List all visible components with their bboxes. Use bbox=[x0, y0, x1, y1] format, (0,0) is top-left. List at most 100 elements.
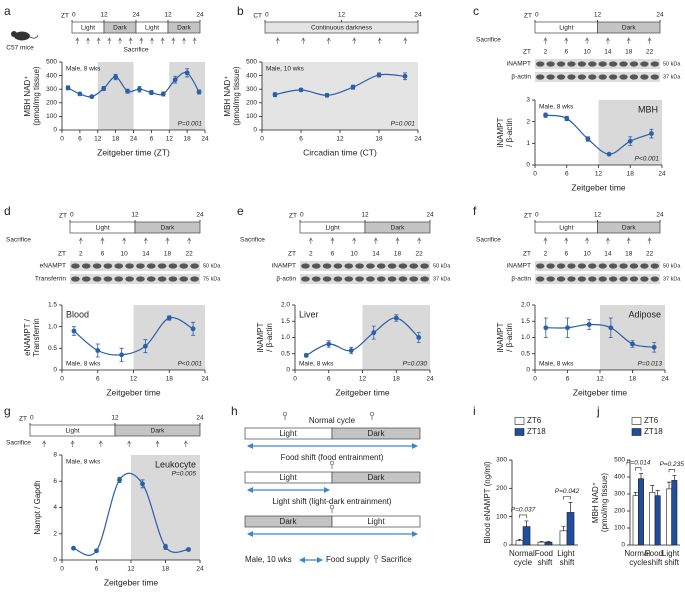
sacrifice-label: Sacrifice bbox=[476, 237, 501, 244]
x-tick-label: 0 bbox=[60, 566, 64, 573]
p-value: P=0.001 bbox=[178, 121, 203, 128]
data-point bbox=[348, 348, 354, 353]
blot-band bbox=[650, 74, 659, 80]
blot-band bbox=[598, 61, 607, 67]
blot-band bbox=[301, 276, 310, 282]
x-tick-label: 12 bbox=[595, 171, 603, 178]
x-tick-label: Normal cycle bbox=[624, 549, 652, 567]
note: Male, 10 wks bbox=[245, 555, 292, 564]
data-point bbox=[143, 343, 148, 349]
data-point bbox=[630, 341, 635, 347]
blot-band bbox=[322, 276, 332, 282]
phase-label: Light bbox=[95, 225, 109, 232]
sacrifice-arrow bbox=[373, 237, 378, 244]
timeline-phase bbox=[134, 221, 201, 234]
blot-band-label: iNAMPT bbox=[507, 263, 531, 270]
y-tick-label: 1.0 bbox=[48, 323, 57, 330]
blot-band bbox=[598, 276, 607, 282]
sacrifice-arrow bbox=[647, 37, 652, 44]
phase-label: Dark bbox=[391, 225, 405, 232]
data-point bbox=[163, 544, 168, 550]
blot-band bbox=[588, 276, 597, 282]
sacrifice-label: Sacrifice bbox=[124, 47, 149, 54]
bar bbox=[671, 480, 678, 546]
data-point bbox=[184, 70, 190, 76]
p-value: P=0.013 bbox=[638, 361, 663, 368]
sacrifice-arrow bbox=[150, 37, 154, 44]
blot-band bbox=[536, 61, 545, 67]
row-title: Normal cycle bbox=[309, 416, 356, 425]
blot-size-label: 75 kDa bbox=[203, 276, 221, 282]
sacrifice-arrow bbox=[70, 440, 75, 447]
panel-label: e bbox=[237, 204, 244, 218]
sacrifice-arrow bbox=[564, 237, 569, 244]
x-tick-label: 0 bbox=[533, 376, 537, 383]
phase-label: Dark bbox=[280, 517, 298, 526]
x-axis-label: Zeitgeber time bbox=[571, 182, 626, 192]
data-point bbox=[416, 335, 422, 340]
blot-band bbox=[619, 61, 628, 67]
blot-band bbox=[420, 276, 429, 282]
blot-lane-label: 14 bbox=[604, 49, 612, 56]
x-tick-label: 18 bbox=[112, 136, 120, 143]
y-tick-label: 1.5 bbox=[281, 318, 290, 325]
sacrifice-arrow bbox=[326, 37, 331, 44]
legend-label: Sacrifice bbox=[381, 555, 412, 564]
sacrifice-arrow bbox=[165, 237, 170, 244]
x-tick-label: 24 bbox=[426, 376, 434, 383]
legend-swatch bbox=[514, 428, 525, 436]
legend-label: ZT6 bbox=[644, 416, 659, 425]
data-point bbox=[651, 344, 657, 350]
legend-swatch bbox=[631, 428, 642, 436]
blot-band bbox=[157, 276, 167, 282]
data-point bbox=[140, 481, 145, 487]
x-tick-label: 12 bbox=[127, 566, 135, 573]
blot-band bbox=[608, 74, 618, 80]
blot-band bbox=[619, 263, 628, 269]
data-point bbox=[166, 315, 172, 321]
bar bbox=[522, 526, 531, 546]
data-point bbox=[101, 86, 107, 91]
data-point bbox=[586, 322, 592, 327]
phase-label: Dark bbox=[151, 428, 165, 435]
x-tick-label: 12 bbox=[596, 376, 604, 383]
data-point bbox=[137, 86, 142, 92]
bar bbox=[632, 495, 639, 546]
blot-band bbox=[157, 263, 167, 269]
note: Male, 8 wks bbox=[539, 361, 574, 368]
blot-lane-label: 2 bbox=[309, 251, 313, 258]
y-tick-label: 6 bbox=[53, 478, 57, 485]
blot-lane-label: 18 bbox=[625, 49, 633, 56]
dark-phase-shade bbox=[97, 62, 134, 130]
data-point bbox=[272, 92, 278, 98]
data-point bbox=[172, 77, 178, 83]
data-point bbox=[303, 352, 309, 358]
data-point bbox=[94, 548, 99, 554]
sacrifice-arrow bbox=[626, 37, 631, 44]
y-tick-label: 100 bbox=[496, 513, 507, 520]
y-tick-label: 8 bbox=[53, 452, 57, 459]
row-title: Food shift (food entrainment) bbox=[281, 453, 384, 462]
blot-lane-label: 6 bbox=[331, 251, 335, 258]
data-point bbox=[324, 92, 330, 98]
y-axis-label: iNAMPT bbox=[496, 323, 505, 353]
y-tick-label: 100 bbox=[46, 113, 57, 120]
blot-band bbox=[114, 263, 124, 269]
y-axis-label: Nampt / Gapdh bbox=[33, 480, 42, 534]
error-bar bbox=[672, 474, 677, 481]
y-tick-label: 1.5 bbox=[48, 302, 57, 309]
x-tick-label: 18 bbox=[375, 136, 383, 143]
blot-band-label: eNAMPT bbox=[40, 263, 66, 270]
data-point bbox=[95, 348, 101, 353]
note: Male, 8 wks bbox=[299, 361, 334, 368]
blot-band bbox=[179, 276, 189, 282]
sacrifice-arrow bbox=[78, 237, 83, 244]
p-value: P<0.001 bbox=[178, 361, 203, 368]
y-tick-label: 0 bbox=[621, 542, 625, 549]
blot-lane-prefix: ZT bbox=[58, 251, 66, 258]
x-tick-label: 12 bbox=[130, 376, 138, 383]
sacrifice-arrow bbox=[143, 237, 148, 244]
tissue-label: Adipose bbox=[628, 309, 661, 319]
blot-band bbox=[114, 276, 124, 282]
blot-band bbox=[333, 263, 343, 269]
